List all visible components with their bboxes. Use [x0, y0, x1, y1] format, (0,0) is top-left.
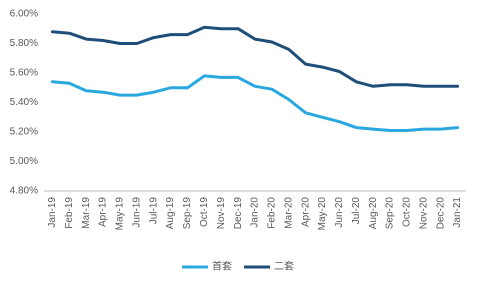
- x-tick-label: Jul-19: [148, 197, 159, 225]
- y-tick-label: 5.60%: [10, 68, 38, 79]
- series-line: [50, 25, 460, 88]
- y-tick-label: 5.80%: [10, 38, 38, 49]
- x-tick-label: Feb-19: [64, 197, 75, 229]
- x-tick-label: Oct-19: [199, 197, 210, 227]
- x-tick-label: Sep-19: [182, 197, 193, 230]
- x-tick-label: Jun-19: [131, 197, 142, 228]
- y-tick-label: 5.40%: [10, 97, 38, 108]
- x-tick-label: Oct-20: [402, 197, 413, 227]
- x-tick-label: May-19: [115, 197, 126, 231]
- x-tick-label: Dec-19: [233, 197, 244, 230]
- series-line: [50, 74, 460, 132]
- x-tick-label: Apr-19: [98, 197, 109, 227]
- x-tick-label: Nov-20: [418, 197, 429, 230]
- y-tick-label: 5.00%: [10, 156, 38, 167]
- x-tick-label: Jun-20: [334, 197, 345, 228]
- y-tick-label: 4.80%: [10, 186, 38, 197]
- x-tick-label: Jan-20: [250, 197, 261, 228]
- x-tick-label: Aug-19: [165, 197, 176, 230]
- legend-label: 首套: [212, 260, 232, 273]
- x-tick-label: Apr-20: [300, 197, 311, 227]
- x-tick-label: Nov-19: [216, 197, 227, 230]
- x-tick-label: May-20: [317, 197, 328, 231]
- x-tick-label: Sep-20: [385, 197, 396, 230]
- x-tick-label: Jan-19: [47, 197, 58, 228]
- x-tick-label: Aug-20: [368, 197, 379, 230]
- y-tick-label: 6.00%: [10, 9, 38, 20]
- y-tick-label: 5.20%: [10, 127, 38, 138]
- x-tick-label: Jul-20: [351, 197, 362, 225]
- x-tick-label: Dec-20: [435, 197, 446, 230]
- x-tick-label: Mar-19: [81, 197, 92, 229]
- x-tick-label: Mar-20: [283, 197, 294, 229]
- x-tick-label: Feb-20: [267, 197, 278, 229]
- legend-label: 二套: [274, 260, 294, 273]
- x-tick-label: Jan-21: [452, 197, 463, 228]
